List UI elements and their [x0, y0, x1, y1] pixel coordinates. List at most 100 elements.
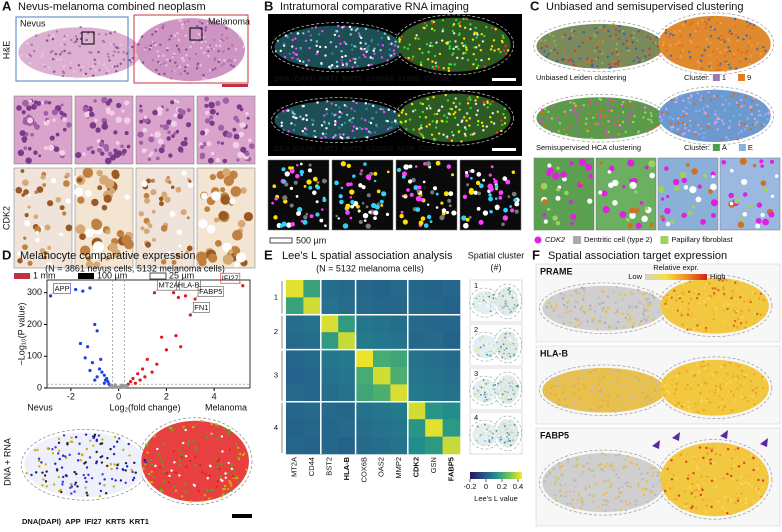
cell [146, 451, 148, 453]
cell [137, 43, 139, 45]
cell [748, 309, 750, 311]
cell [602, 124, 604, 126]
cell [174, 99, 177, 102]
cell [25, 472, 27, 474]
cell [682, 178, 687, 183]
cell [641, 478, 643, 480]
cell [230, 60, 232, 62]
cell [730, 475, 732, 477]
cell [466, 49, 468, 51]
cell [177, 229, 182, 234]
cell [711, 287, 713, 289]
cell [75, 35, 77, 37]
cell [678, 506, 680, 508]
cell [151, 179, 155, 183]
cell [607, 400, 609, 402]
cell [62, 476, 64, 478]
cell [98, 434, 100, 436]
cell [622, 326, 624, 328]
legend-label: S100A8 [366, 144, 393, 153]
cell [22, 100, 29, 107]
cell [613, 324, 615, 326]
cell [176, 65, 178, 67]
cell [427, 58, 429, 60]
cell [431, 28, 433, 30]
cell [116, 441, 118, 443]
cell [722, 123, 724, 125]
cell [721, 398, 723, 400]
tissue [274, 26, 402, 69]
cell [454, 40, 456, 42]
cell [495, 297, 497, 299]
cell [114, 479, 116, 481]
cell [706, 475, 708, 477]
cell [709, 41, 711, 43]
cell [566, 112, 568, 114]
cell [712, 51, 714, 53]
cell [514, 424, 516, 426]
cell [159, 457, 161, 459]
cell [185, 35, 187, 37]
heatmap-cell [390, 367, 408, 385]
cell [597, 44, 599, 46]
heatmap-cell [425, 280, 443, 298]
cell [649, 173, 655, 179]
cell [65, 198, 70, 203]
cell [580, 497, 582, 499]
cell [601, 310, 603, 312]
cell [651, 491, 653, 493]
cell [494, 301, 496, 303]
cell [679, 94, 681, 96]
cell [585, 118, 587, 120]
cell [500, 130, 502, 132]
cell [734, 449, 736, 451]
cell [720, 511, 722, 513]
cell [162, 465, 164, 467]
cell [487, 300, 489, 302]
cell [544, 108, 546, 110]
cell [607, 395, 609, 397]
cell [638, 468, 640, 470]
cell [595, 113, 597, 115]
cell [422, 111, 424, 113]
heatmap-cell [286, 437, 304, 455]
heatmap-cell [321, 419, 339, 437]
cell [704, 382, 706, 384]
cell [447, 99, 449, 101]
cell [700, 384, 702, 386]
cell [596, 31, 598, 33]
cell [712, 318, 714, 320]
cell [683, 115, 685, 117]
cell [302, 220, 307, 225]
cell [107, 56, 109, 58]
cell [651, 37, 653, 39]
cell [99, 482, 101, 484]
point [98, 367, 101, 370]
heatmap-cell [390, 384, 408, 402]
cell [490, 121, 492, 123]
cell [664, 384, 666, 386]
cell [547, 111, 549, 113]
cell [648, 54, 650, 56]
cell [507, 432, 509, 434]
cell [761, 180, 767, 186]
cell [698, 184, 702, 188]
cell [128, 443, 130, 445]
cell [489, 174, 492, 177]
cell [617, 60, 619, 62]
scale-swatch [150, 273, 166, 279]
target-label: FABP5 [540, 430, 569, 440]
cell [730, 499, 732, 501]
cell [139, 105, 142, 108]
cell [715, 486, 717, 488]
cell [168, 38, 170, 40]
cell [163, 481, 165, 483]
cell [418, 128, 420, 130]
cell [495, 205, 500, 210]
cell [447, 199, 451, 203]
cell [351, 66, 353, 68]
cell [775, 174, 779, 178]
heatmap-cell [408, 315, 426, 333]
cell [469, 107, 471, 109]
cell [393, 110, 395, 112]
